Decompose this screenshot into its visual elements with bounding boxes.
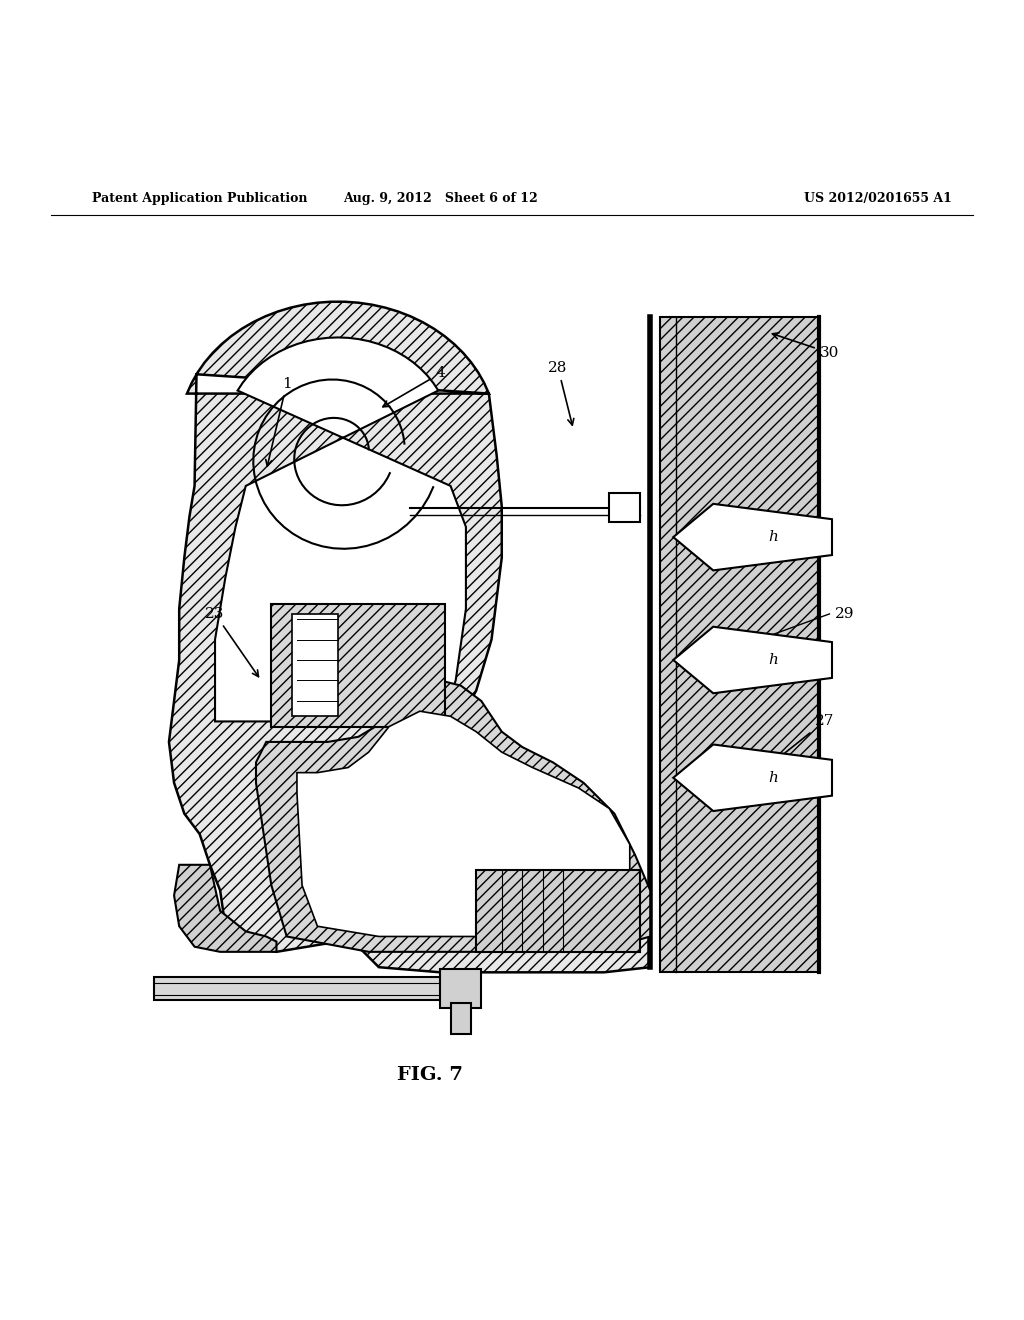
Text: 28: 28 (549, 362, 573, 425)
Bar (154, 977, 461, 1001)
Text: 27: 27 (777, 714, 834, 759)
Polygon shape (256, 681, 650, 952)
Polygon shape (660, 317, 819, 973)
Bar (271, 603, 445, 726)
Text: 30: 30 (772, 333, 839, 360)
Text: h: h (768, 771, 778, 785)
Polygon shape (174, 865, 276, 952)
Text: 4: 4 (383, 366, 445, 407)
Text: FIG. 7: FIG. 7 (397, 1065, 463, 1084)
Bar (476, 870, 640, 952)
Text: h: h (768, 531, 778, 544)
Bar (451, 1003, 471, 1034)
Bar (609, 494, 640, 521)
Polygon shape (674, 627, 831, 693)
Bar (292, 614, 338, 717)
Bar (440, 969, 481, 1008)
Text: 29: 29 (835, 607, 854, 620)
Text: 1: 1 (266, 376, 292, 466)
Text: Patent Application Publication: Patent Application Publication (92, 191, 307, 205)
Polygon shape (674, 504, 831, 570)
Polygon shape (674, 744, 831, 810)
Text: Aug. 9, 2012   Sheet 6 of 12: Aug. 9, 2012 Sheet 6 of 12 (343, 191, 538, 205)
Polygon shape (297, 711, 630, 936)
Polygon shape (215, 338, 466, 722)
Text: US 2012/0201655 A1: US 2012/0201655 A1 (805, 191, 952, 205)
Text: 23: 23 (206, 607, 258, 677)
Polygon shape (169, 302, 650, 973)
Text: h: h (768, 653, 778, 667)
